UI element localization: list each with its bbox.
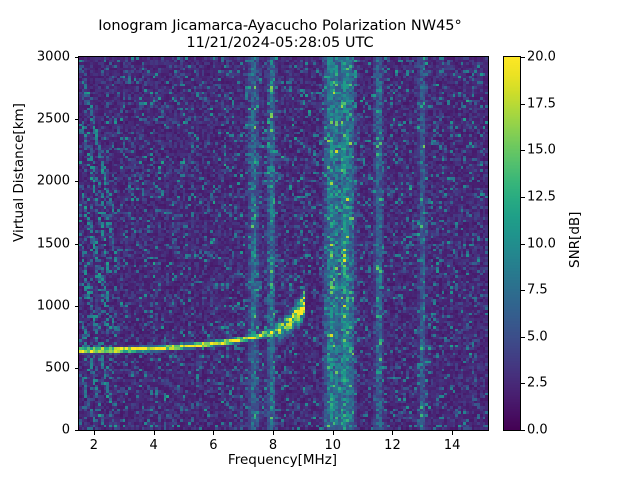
y-tick-label: 2500 xyxy=(36,111,70,127)
title-line-2: 11/21/2024-05:28:05 UTC xyxy=(186,35,374,51)
x-tick-label: 2 xyxy=(89,438,99,453)
colorbar-tick-mark xyxy=(521,336,525,338)
x-tick-label: 12 xyxy=(384,438,401,453)
ionogram-heatmap xyxy=(79,57,488,430)
colorbar-tick-label: 10.0 xyxy=(527,236,556,251)
x-tick-label: 8 xyxy=(268,438,278,453)
y-tick-label: 2000 xyxy=(36,173,70,189)
figure-title: Ionogram Jicamarca-Ayacucho Polarization… xyxy=(0,18,560,52)
x-tick-mark xyxy=(332,431,334,435)
x-tick-mark xyxy=(273,431,275,435)
x-tick-label: 6 xyxy=(209,438,218,453)
y-tick-label: 3000 xyxy=(36,49,70,65)
colorbar-tick-label: 2.5 xyxy=(527,375,548,391)
colorbar-tick-mark xyxy=(521,243,525,245)
x-tick-label: 4 xyxy=(149,438,158,453)
colorbar-tick-mark xyxy=(521,290,525,292)
colorbar-tick-mark xyxy=(521,103,525,105)
x-axis-label: Frequency[MHz] xyxy=(227,452,338,468)
title-line-1: Ionogram Jicamarca-Ayacucho Polarization… xyxy=(98,18,462,34)
x-tick-mark xyxy=(153,431,155,435)
colorbar-tick-mark xyxy=(521,196,525,198)
y-tick-mark xyxy=(74,305,78,307)
colorbar-tick-label: 20.0 xyxy=(527,49,556,65)
colorbar-tick-mark xyxy=(521,150,525,152)
x-tick-mark xyxy=(213,431,215,435)
y-tick-mark xyxy=(74,243,78,245)
y-tick-label: 1000 xyxy=(36,298,70,314)
y-tick-mark xyxy=(74,119,78,121)
x-tick-label: 14 xyxy=(443,438,461,453)
colorbar-gradient xyxy=(504,57,520,430)
y-tick-label: 500 xyxy=(45,360,70,376)
colorbar-tick-label: 15.0 xyxy=(527,142,556,158)
colorbar-tick-mark xyxy=(521,383,525,385)
plot-area[interactable] xyxy=(78,56,489,431)
x-tick-mark xyxy=(452,431,454,435)
y-tick-mark xyxy=(74,430,78,431)
y-tick-mark xyxy=(74,367,78,369)
y-tick-mark xyxy=(74,57,78,58)
colorbar-label: SNR[dB] xyxy=(567,211,583,268)
x-tick-mark xyxy=(392,431,394,435)
colorbar-tick-label: 0.0 xyxy=(527,422,548,438)
colorbar xyxy=(503,56,521,431)
x-tick-label: 10 xyxy=(324,438,342,453)
y-tick-label: 1500 xyxy=(36,236,70,251)
colorbar-tick-mark xyxy=(521,430,525,431)
colorbar-tick-label: 12.5 xyxy=(527,189,556,205)
colorbar-tick-mark xyxy=(521,57,525,58)
y-tick-mark xyxy=(74,181,78,183)
colorbar-tick-label: 5.0 xyxy=(527,329,548,345)
colorbar-tick-label: 7.5 xyxy=(527,282,548,298)
y-tick-label: 0 xyxy=(61,422,70,438)
colorbar-tick-label: 17.5 xyxy=(527,96,556,112)
x-tick-mark xyxy=(93,431,95,435)
